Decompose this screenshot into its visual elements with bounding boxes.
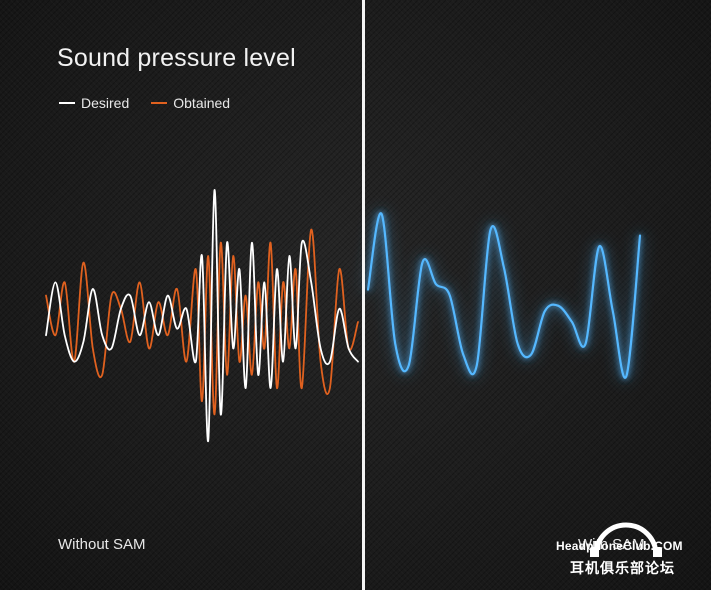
legend-label-obtained: Obtained (173, 95, 231, 111)
without-sam-desired-line (45, 189, 359, 442)
without-sam-obtained-line (45, 228, 359, 416)
watermark-site-name: HeadphoneClub.COM (556, 539, 683, 553)
panel-label-without-sam: Without SAM (58, 536, 146, 553)
legend-swatch-desired (59, 102, 75, 104)
site-watermark: HeadphoneClub.COM 耳机俱乐部论坛 (556, 517, 706, 577)
watermark-site-subtitle: 耳机俱乐部论坛 (570, 560, 675, 576)
legend-label-desired: Desired (81, 95, 130, 111)
legend-swatch-obtained (151, 102, 168, 104)
without-sam-panel (45, 189, 359, 442)
panel-divider (362, 0, 365, 590)
headphone-icon (590, 522, 662, 557)
chart-legend: Desired Obtained (59, 95, 230, 111)
chart-title: Sound pressure level (57, 44, 296, 72)
with-sam-panel (366, 212, 642, 379)
legend-item-desired: Desired (59, 95, 129, 111)
legend-item-obtained: Obtained (151, 95, 230, 111)
with-sam-obtained-line (366, 212, 642, 379)
